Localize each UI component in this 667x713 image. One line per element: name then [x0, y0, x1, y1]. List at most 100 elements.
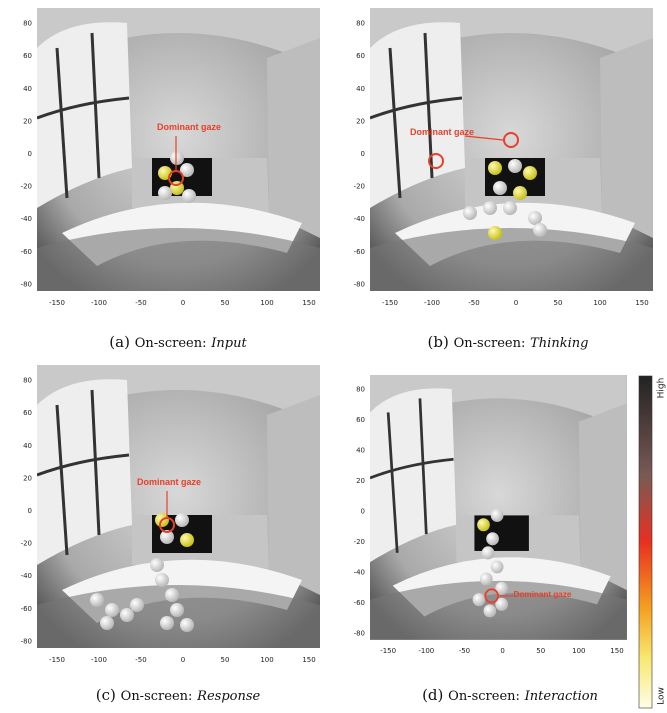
- caption: (c) On-screen: Response: [96, 686, 261, 704]
- y-tick-label: -80: [21, 280, 32, 288]
- gaze-sphere: [503, 201, 517, 215]
- x-tick-label: 100: [260, 656, 273, 664]
- caption: (d) On-screen: Interaction: [422, 686, 598, 704]
- colorbar-low: Low: [657, 687, 667, 705]
- x-tick-label: 0: [514, 299, 518, 307]
- x-tick-label: -50: [135, 299, 146, 307]
- x-tick-label: 50: [221, 299, 230, 307]
- y-tick-label: 20: [356, 117, 365, 125]
- gaze-sphere: [120, 608, 134, 622]
- x-tick-label: -50: [468, 299, 479, 307]
- y-tick-label: -40: [354, 215, 365, 223]
- y-tick-label: -20: [354, 538, 365, 546]
- y-tick-label: 0: [361, 508, 365, 516]
- colorbar: [639, 376, 652, 708]
- gaze-sphere: [170, 603, 184, 617]
- annotation: Dominant gaze: [157, 122, 221, 132]
- gaze-sphere: [533, 223, 547, 237]
- x-tick-label: 0: [181, 299, 185, 307]
- y-tick-label: -60: [354, 599, 365, 607]
- x-tick-label: 100: [260, 299, 273, 307]
- scene-image: [370, 8, 653, 291]
- gaze-sphere: [182, 189, 196, 203]
- y-tick-label: 20: [23, 474, 32, 482]
- panel: Dominant gaze: [370, 375, 627, 640]
- y-tick-label: 60: [356, 52, 365, 60]
- x-tick-label: -100: [418, 647, 434, 655]
- x-tick-label: -100: [424, 299, 440, 307]
- gaze-sphere: [482, 546, 495, 559]
- caption: (a) On-screen: Input: [109, 333, 247, 351]
- y-tick-label: -60: [21, 605, 32, 613]
- x-tick-label: -150: [380, 647, 396, 655]
- gaze-sphere: [528, 211, 542, 225]
- x-tick-label: -100: [91, 299, 107, 307]
- gaze-sphere: [158, 186, 172, 200]
- y-tick-label: 0: [28, 507, 32, 515]
- y-tick-label: 60: [356, 416, 365, 424]
- gaze-sphere: [484, 604, 497, 617]
- y-tick-label: 20: [356, 477, 365, 485]
- caption-prefix: On-screen:: [135, 336, 207, 351]
- gaze-sphere: [483, 201, 497, 215]
- caption-label: (c): [96, 686, 116, 704]
- gaze-sphere: [488, 226, 502, 240]
- gaze-sphere: [130, 598, 144, 612]
- annotation: Dominant gaze: [137, 477, 201, 487]
- y-tick-label: -80: [21, 637, 32, 645]
- y-tick-label: 0: [28, 150, 32, 158]
- gaze-sphere: [473, 593, 486, 606]
- x-tick-label: -150: [49, 656, 65, 664]
- gaze-sphere: [491, 560, 504, 573]
- y-tick-label: -20: [354, 183, 365, 191]
- x-tick-label: 150: [302, 299, 315, 307]
- y-tick-label: -20: [21, 183, 32, 191]
- panel: Dominant gaze: [37, 365, 320, 648]
- y-tick-label: 40: [23, 442, 32, 450]
- colorbar-high: High: [657, 378, 667, 399]
- x-tick-label: 150: [302, 656, 315, 664]
- y-tick-label: -40: [21, 572, 32, 580]
- gaze-sphere: [480, 572, 493, 585]
- gaze-sphere: [100, 616, 114, 630]
- gaze-sphere: [155, 573, 169, 587]
- y-tick-label: -60: [21, 248, 32, 256]
- figure: Dominant gaze -150 -100 -50 0 50 100 150 80 60 40 2…: [0, 0, 667, 713]
- gaze-sphere: [508, 159, 522, 173]
- y-tick-label: 80: [23, 20, 32, 28]
- y-tick-label: 20: [23, 117, 32, 125]
- gaze-sphere: [150, 558, 164, 572]
- y-tick-label: 40: [356, 447, 365, 455]
- x-tick-label: 0: [181, 656, 185, 664]
- y-tick-label: 0: [361, 150, 365, 158]
- y-tick-label: -40: [354, 569, 365, 577]
- y-tick-label: 40: [356, 85, 365, 93]
- x-tick-label: 50: [536, 647, 545, 655]
- y-tick-label: -80: [354, 280, 365, 288]
- x-tick-label: 150: [610, 647, 623, 655]
- y-tick-label: 40: [23, 85, 32, 93]
- gaze-sphere: [160, 616, 174, 630]
- gaze-sphere: [165, 588, 179, 602]
- caption-label: (d): [422, 686, 443, 704]
- gaze-sphere: [523, 166, 537, 180]
- x-tick-label: 150: [635, 299, 648, 307]
- y-tick-label: -40: [21, 215, 32, 223]
- scene-image: [37, 8, 320, 291]
- y-tick-label: 80: [23, 377, 32, 385]
- y-tick-label: 80: [356, 386, 365, 394]
- caption-name: Input: [210, 336, 247, 351]
- panel: Dominant gaze: [370, 8, 653, 291]
- gaze-sphere: [180, 533, 194, 547]
- x-tick-label: 50: [554, 299, 563, 307]
- x-tick-label: -50: [135, 656, 146, 664]
- annotation: Dominant gaze: [410, 127, 474, 137]
- x-tick-label: -100: [91, 656, 107, 664]
- x-tick-label: 100: [593, 299, 606, 307]
- x-tick-label: -150: [49, 299, 65, 307]
- x-tick-label: -50: [459, 647, 470, 655]
- y-tick-label: 80: [356, 20, 365, 28]
- y-tick-label: 60: [23, 409, 32, 417]
- y-tick-label: 60: [23, 52, 32, 60]
- gaze-sphere: [463, 206, 477, 220]
